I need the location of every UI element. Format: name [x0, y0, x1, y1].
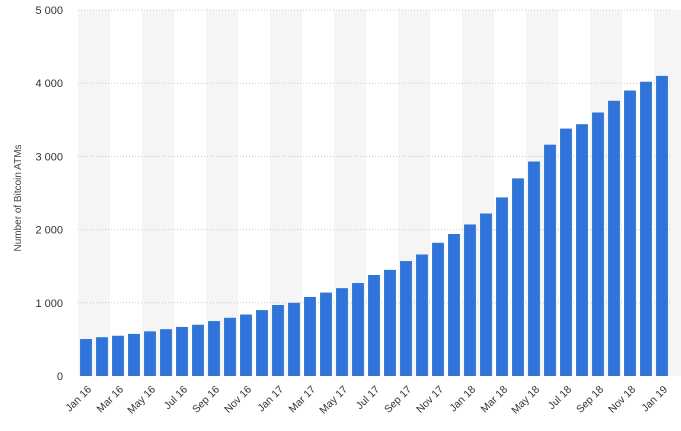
- x-tick-label: Mar 17: [287, 384, 319, 416]
- bar: [80, 339, 92, 376]
- y-axis-title: Number of Bitcoin ATMs: [13, 144, 24, 251]
- bar: [544, 144, 556, 376]
- bar: [448, 233, 460, 376]
- bar: [528, 161, 540, 376]
- bar: [320, 292, 332, 376]
- bar: [432, 242, 444, 376]
- x-tick-label: Jul 17: [354, 384, 382, 412]
- bar: [592, 112, 604, 376]
- bar: [336, 288, 348, 376]
- bar: [256, 310, 268, 376]
- y-tick-label: 2 000: [35, 225, 63, 237]
- bar: [384, 269, 396, 376]
- bar: [496, 197, 508, 376]
- x-axis-ticks: Jan 16 Mar 16 May 16 Jul 16 Sep 16 Nov 16 Jan …: [63, 384, 670, 417]
- background-band: [206, 10, 238, 376]
- bar: [624, 90, 636, 377]
- bar: [576, 124, 588, 376]
- x-tick-label: Sep 17: [382, 384, 414, 416]
- background-band: [78, 10, 110, 376]
- bar: [128, 333, 140, 376]
- bar: [288, 302, 300, 376]
- bar: [464, 224, 476, 376]
- x-tick-label: Nov 16: [222, 384, 254, 416]
- x-tick-label: May 18: [509, 384, 542, 417]
- x-tick-label: Jan 17: [255, 384, 286, 415]
- bars: [80, 75, 668, 377]
- bar: [368, 274, 380, 376]
- bar: [224, 317, 236, 376]
- x-tick-label: Sep 16: [190, 384, 222, 416]
- x-tick-label: Mar 16: [95, 384, 127, 416]
- bar: [192, 324, 204, 376]
- bar: [640, 81, 652, 377]
- y-axis-ticks: 0 1 000 2 000 3 000 4 000 5 000: [35, 5, 63, 383]
- bar: [272, 304, 284, 376]
- y-tick-label: 0: [57, 371, 63, 383]
- x-tick-label: Jan 19: [639, 384, 670, 415]
- bar: [416, 254, 428, 376]
- x-tick-label: Jan 18: [447, 384, 478, 415]
- y-tick-label: 5 000: [35, 5, 63, 17]
- bar: [480, 213, 492, 376]
- bar: [96, 337, 108, 376]
- bar: [144, 331, 156, 376]
- y-tick-label: 4 000: [35, 78, 63, 90]
- bar: [352, 283, 364, 376]
- bar: [240, 314, 252, 376]
- bar: [176, 326, 188, 376]
- x-tick-label: Jul 18: [546, 384, 574, 412]
- bar: [304, 296, 316, 376]
- bar: [400, 261, 412, 376]
- bar: [608, 100, 620, 376]
- x-tick-label: Nov 18: [606, 384, 638, 416]
- bar: [208, 321, 220, 376]
- x-tick-label: Nov 17: [414, 384, 446, 416]
- y-tick-label: 3 000: [35, 151, 63, 163]
- bar: [160, 329, 172, 376]
- x-tick-label: May 16: [125, 384, 158, 417]
- y-tick-label: 1 000: [35, 298, 63, 310]
- bar: [112, 335, 124, 376]
- bar: [512, 178, 524, 376]
- x-tick-label: Jan 16: [63, 384, 94, 415]
- bar: [560, 128, 572, 376]
- x-tick-label: Sep 18: [574, 384, 606, 416]
- background-band: [142, 10, 174, 376]
- x-tick-label: May 17: [317, 384, 350, 417]
- x-tick-label: Mar 18: [479, 384, 511, 416]
- bar: [656, 75, 668, 376]
- x-tick-label: Jul 16: [162, 384, 190, 412]
